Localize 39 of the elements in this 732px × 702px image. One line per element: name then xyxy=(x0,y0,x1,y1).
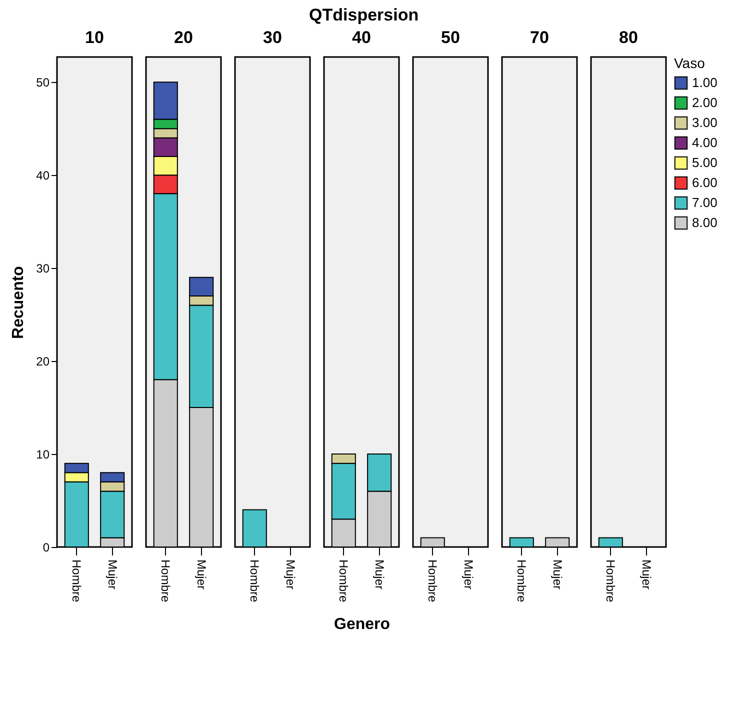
x-tick-label: Hombre xyxy=(426,560,440,603)
y-tick-label: 30 xyxy=(36,262,50,276)
legend-label: 4.00 xyxy=(692,135,718,150)
chart-title: 30 xyxy=(263,28,282,47)
legend-title: Vaso xyxy=(674,55,706,71)
y-tick-label: 10 xyxy=(36,448,50,462)
x-tick-label: Hombre xyxy=(158,560,173,603)
legend-label: 7.00 xyxy=(692,195,718,210)
x-tick-label: Mujer xyxy=(283,560,298,590)
text: QTdispersion xyxy=(309,5,419,24)
y-tick-label: 40 xyxy=(36,168,50,183)
y-tick-label: 50 xyxy=(36,76,50,90)
x-tick-label: Hombre xyxy=(514,560,529,603)
chart-title: 70 xyxy=(530,28,549,47)
x-tick-label: Mujer xyxy=(105,560,120,590)
legend-label: 3.00 xyxy=(692,115,718,130)
legend-label: 6.00 xyxy=(692,175,718,190)
x-tick-label: Mujer xyxy=(372,560,386,590)
x-tick-label: Mujer xyxy=(461,560,476,590)
chart-title: 50 xyxy=(441,28,460,47)
y-tick-label: 0 xyxy=(42,540,50,554)
chart-title: 20 xyxy=(174,28,193,47)
x-tick-label: Mujer xyxy=(550,560,564,590)
legend-label: 2.00 xyxy=(692,95,718,110)
x-tick-label: Mujer xyxy=(639,560,654,590)
chart-title: 10 xyxy=(85,28,104,47)
legend-label: 1.00 xyxy=(692,75,718,90)
chart-title: 80 xyxy=(619,28,638,47)
chart-title: 40 xyxy=(352,28,371,47)
x-axis-title: Genero xyxy=(334,616,390,634)
legend-label: 8.00 xyxy=(692,215,718,230)
y-axis-title: Recuento xyxy=(10,266,28,339)
x-tick-label: Hombre xyxy=(336,560,351,603)
x-tick-label: Hombre xyxy=(70,560,84,603)
x-tick-label: Hombre xyxy=(248,560,262,603)
y-tick-label: 20 xyxy=(36,354,50,369)
x-tick-label: Hombre xyxy=(604,560,618,603)
legend-label: 5.00 xyxy=(692,155,718,170)
x-tick-label: Mujer xyxy=(194,560,208,590)
